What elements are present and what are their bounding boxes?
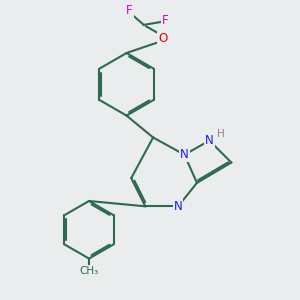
Text: N: N bbox=[180, 148, 189, 161]
Text: N: N bbox=[205, 134, 214, 147]
Text: F: F bbox=[162, 14, 169, 27]
Text: N: N bbox=[174, 200, 182, 213]
Text: O: O bbox=[158, 32, 167, 45]
Text: F: F bbox=[126, 4, 133, 17]
Text: H: H bbox=[217, 129, 224, 139]
Text: CH₃: CH₃ bbox=[80, 266, 99, 276]
